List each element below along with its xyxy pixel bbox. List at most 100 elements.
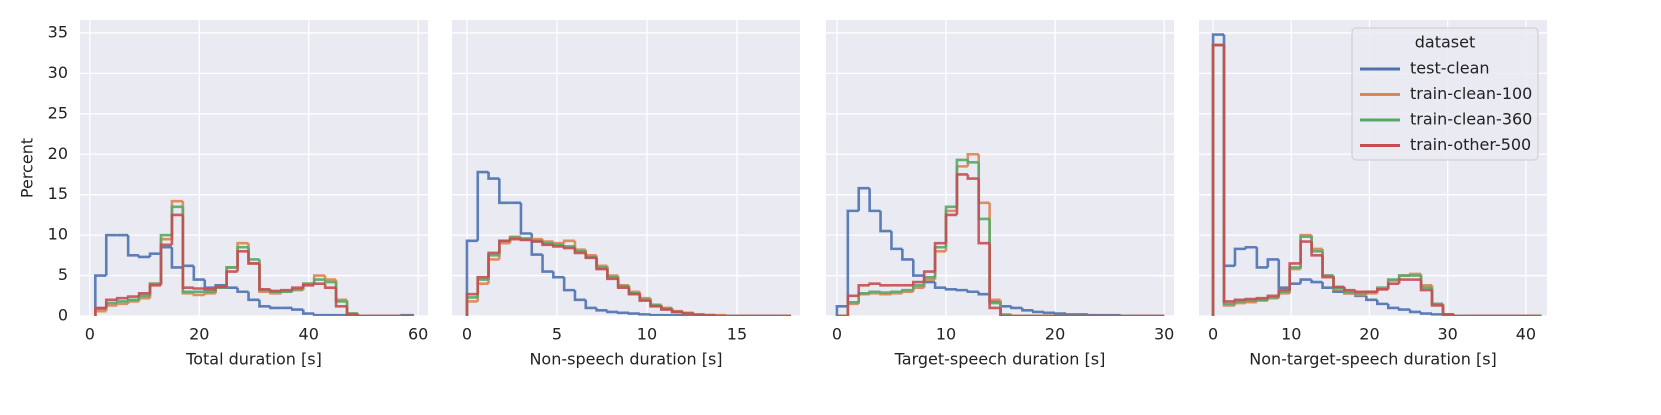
histogram-step bbox=[258, 263, 271, 291]
histogram-step bbox=[465, 239, 478, 316]
histogram-step bbox=[334, 287, 348, 308]
x-tick-label: 40 bbox=[1516, 325, 1536, 344]
histogram-step bbox=[487, 251, 500, 278]
histogram-step bbox=[649, 300, 662, 308]
histogram-step bbox=[890, 292, 903, 295]
histogram-step bbox=[236, 250, 249, 272]
histogram-step bbox=[857, 283, 870, 296]
histogram-step bbox=[541, 254, 554, 273]
y-tick-label: 20 bbox=[48, 144, 68, 163]
histogram-step bbox=[1222, 45, 1235, 303]
histogram-step bbox=[638, 294, 651, 302]
histogram-step bbox=[1053, 312, 1066, 315]
histogram-step bbox=[1419, 279, 1433, 292]
histogram-step bbox=[498, 239, 511, 253]
histogram-step bbox=[933, 241, 946, 272]
histogram-step bbox=[681, 311, 694, 315]
histogram-step bbox=[1255, 247, 1268, 269]
histogram-step bbox=[1332, 277, 1345, 289]
histogram-step bbox=[868, 188, 881, 213]
histogram-step bbox=[487, 172, 500, 180]
histogram-step bbox=[192, 287, 205, 290]
x-tick-label: 40 bbox=[299, 325, 319, 344]
histogram-step bbox=[846, 294, 859, 316]
histogram-step bbox=[508, 237, 521, 241]
histogram-step bbox=[258, 299, 271, 308]
histogram-step bbox=[301, 283, 315, 288]
histogram-step bbox=[911, 283, 925, 291]
histogram-step bbox=[1310, 241, 1323, 257]
x-tick-label: 10 bbox=[637, 325, 657, 344]
histogram-step bbox=[977, 291, 990, 296]
histogram-step bbox=[573, 248, 586, 255]
histogram-step bbox=[638, 313, 651, 316]
histogram-step bbox=[922, 270, 936, 283]
histogram-step bbox=[94, 306, 107, 316]
x-axis-label: Non-speech duration [s] bbox=[529, 350, 722, 369]
histogram-step bbox=[616, 278, 629, 289]
histogram-step bbox=[846, 209, 859, 307]
histogram-step bbox=[1288, 262, 1301, 291]
histogram-step bbox=[1010, 306, 1023, 310]
histogram-step bbox=[955, 173, 968, 215]
histogram-step bbox=[1021, 307, 1034, 312]
histogram-step bbox=[1244, 300, 1257, 304]
histogram-step bbox=[1354, 290, 1367, 294]
histogram-step bbox=[595, 307, 608, 312]
histogram-step bbox=[933, 282, 946, 289]
histogram-step bbox=[1310, 279, 1323, 284]
histogram-step bbox=[1397, 274, 1411, 280]
histogram-step bbox=[1299, 240, 1312, 264]
histogram-step bbox=[1397, 278, 1411, 284]
histogram-step bbox=[1441, 305, 1454, 316]
histogram-step bbox=[1244, 299, 1257, 302]
histogram-step bbox=[530, 239, 543, 243]
histogram-step bbox=[868, 282, 881, 286]
histogram-step bbox=[1064, 313, 1077, 316]
x-tick-label: 20 bbox=[189, 325, 209, 344]
histogram-step bbox=[868, 292, 881, 295]
histogram-step bbox=[247, 251, 260, 265]
histogram-step bbox=[879, 210, 892, 233]
histogram-step bbox=[1255, 298, 1268, 302]
y-tick-label: 5 bbox=[58, 265, 68, 284]
histogram-step bbox=[541, 241, 554, 247]
x-tick-label: 20 bbox=[1045, 325, 1065, 344]
histogram-step bbox=[519, 238, 532, 242]
histogram-step bbox=[126, 235, 140, 257]
histogram-step bbox=[911, 259, 925, 277]
histogram-step bbox=[519, 202, 532, 235]
histogram-step bbox=[356, 314, 369, 316]
histogram-step bbox=[1266, 294, 1279, 299]
x-tick-label: 0 bbox=[462, 325, 472, 344]
histogram-step bbox=[323, 283, 337, 289]
x-tick-label: 60 bbox=[408, 325, 428, 344]
histogram-step bbox=[1376, 288, 1389, 292]
histogram-step bbox=[170, 213, 183, 245]
series-group bbox=[1211, 33, 1542, 316]
histogram-step bbox=[214, 285, 227, 290]
histogram-step bbox=[1233, 247, 1246, 266]
legend-label: test-clean bbox=[1410, 59, 1490, 78]
histogram-step bbox=[312, 278, 326, 284]
histogram-step bbox=[225, 270, 238, 287]
histogram-step bbox=[573, 290, 586, 302]
y-tick-label: 15 bbox=[48, 184, 68, 203]
histogram-step bbox=[137, 292, 151, 297]
histogram-step bbox=[562, 277, 575, 292]
histogram-step bbox=[552, 244, 565, 248]
histogram-step bbox=[1255, 296, 1268, 300]
histogram-step bbox=[584, 299, 597, 310]
histogram-step bbox=[944, 287, 957, 291]
y-tick-label: 30 bbox=[48, 63, 68, 82]
histogram-step bbox=[911, 280, 925, 286]
histogram-step bbox=[1343, 286, 1356, 292]
histogram-step bbox=[584, 252, 597, 260]
histogram-step bbox=[498, 178, 511, 205]
histogram-step bbox=[203, 279, 216, 289]
histogram-step bbox=[137, 255, 151, 259]
histogram-step bbox=[530, 237, 543, 241]
histogram-step bbox=[627, 287, 640, 296]
histogram-step bbox=[269, 306, 282, 310]
histogram-step bbox=[1430, 313, 1443, 316]
